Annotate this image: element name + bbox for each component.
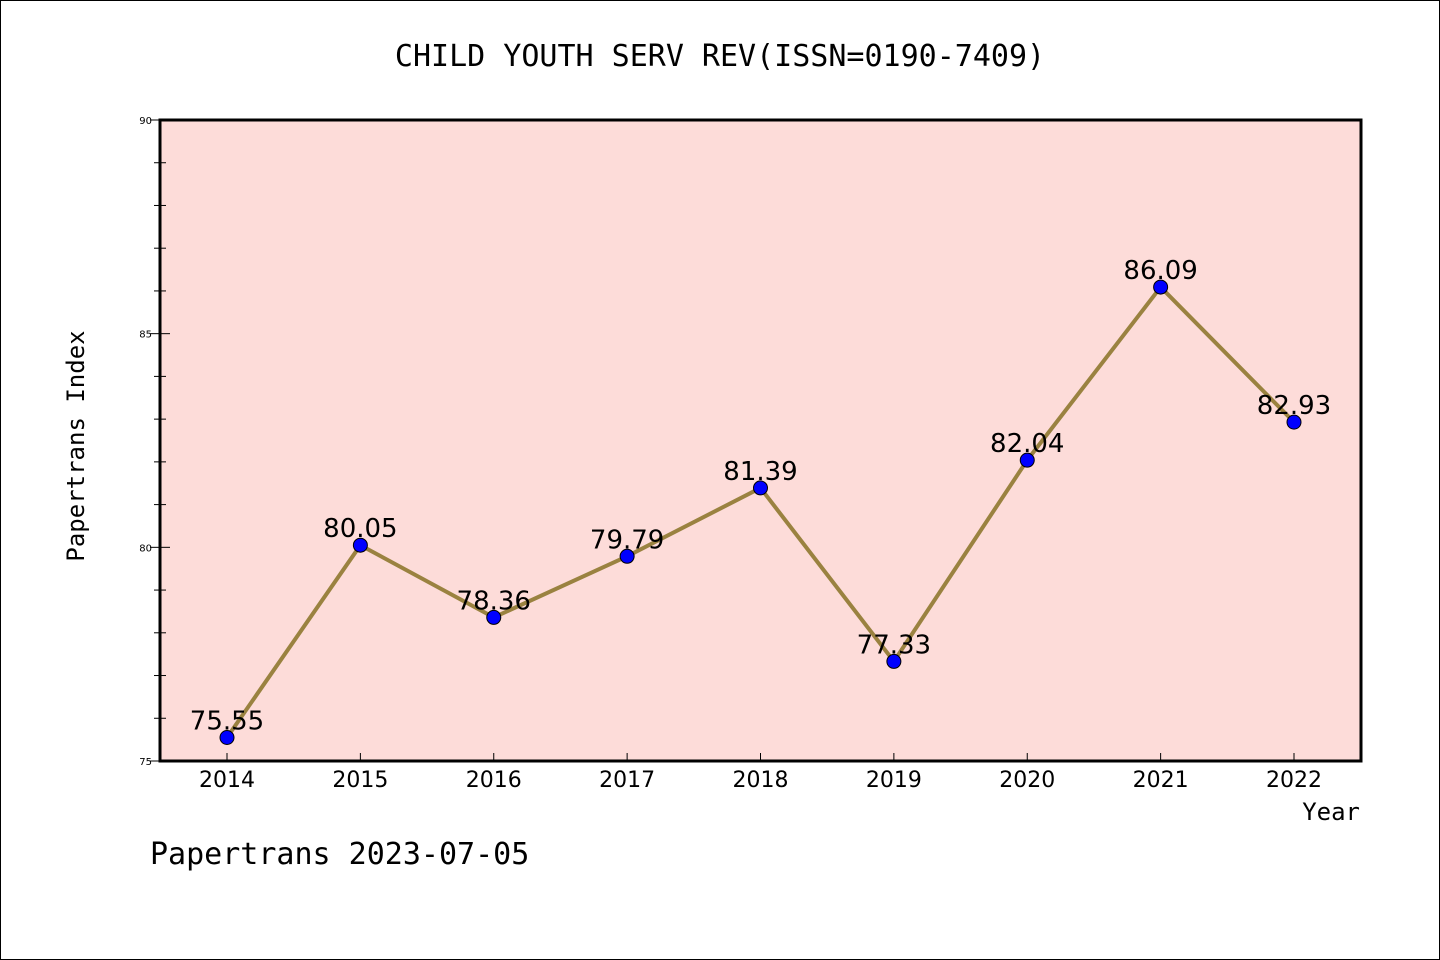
y-tick-label: 85: [139, 330, 152, 341]
chart-title: CHILD YOUTH SERV REV(ISSN=0190-7409): [395, 39, 1045, 74]
x-tick-label: 2019: [866, 768, 922, 793]
data-point: [486, 609, 502, 625]
y-tick-label: 80: [139, 543, 152, 554]
data-point: [352, 537, 368, 553]
data-point: [753, 480, 768, 496]
x-tick-label: 2017: [599, 768, 655, 793]
x-tick-label: 2016: [466, 768, 522, 793]
data-label: 80.05: [323, 514, 397, 544]
data-label: 77.33: [857, 630, 931, 660]
data-label: 86.09: [1123, 256, 1197, 286]
x-tick-label: 2018: [733, 768, 789, 793]
data-point: [1286, 414, 1302, 430]
data-labels: 75.55 80.05 78.36 79.79 81.39 77.33 82.04 86.09…: [190, 256, 1331, 736]
data-label: 78.36: [457, 586, 531, 616]
x-axis-label: Year: [1302, 798, 1360, 826]
data-label: 82.93: [1257, 391, 1331, 421]
x-tick-label: 2014: [199, 768, 255, 793]
data-label: 75.55: [190, 706, 264, 736]
plot-border: [158, 118, 1363, 763]
x-tick-label: 2020: [999, 768, 1055, 793]
x-tick-label: 2021: [1133, 768, 1189, 793]
data-point: [1019, 452, 1035, 468]
y-axis-label: Papertrans Index: [62, 330, 90, 561]
y-tick-label: 90: [139, 116, 152, 127]
markers: [219, 279, 1302, 745]
data-label: 79.79: [590, 525, 664, 555]
x-tick-label: 2015: [332, 768, 388, 793]
x-tick-label: 2022: [1266, 768, 1322, 793]
data-label: 81.39: [723, 457, 797, 487]
data-point: [619, 548, 635, 564]
data-point: [219, 729, 235, 745]
x-axis: 2014 2015 2016 2017 2018 2019 2020 2021 2022: [199, 753, 1322, 793]
data-label: 82.04: [990, 429, 1064, 459]
data-point: [886, 653, 902, 669]
footer-text: Papertrans 2023-07-05: [150, 837, 529, 872]
data-point: [1153, 279, 1169, 295]
y-tick-label: 75: [139, 757, 152, 768]
plot-area: [160, 120, 1361, 761]
